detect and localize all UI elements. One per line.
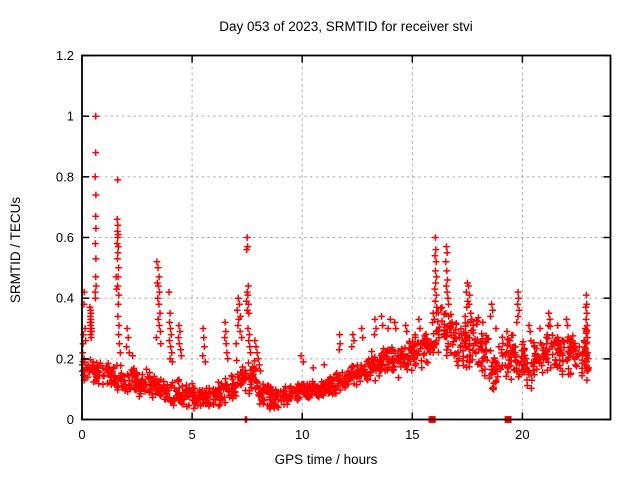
axes-and-ticks: 0 5 10 15 20 0 0.2 0.4 0.6 0.8 1 1.2 [56, 48, 612, 442]
y-tick-label: 0 [67, 412, 74, 427]
axis-labels: Day 053 of 2023, SRMTID for receiver stv… [8, 19, 473, 467]
y-tick-label: 1.2 [56, 48, 74, 63]
y-tick-label: 0.6 [56, 230, 74, 245]
x-tick-label: 15 [405, 427, 419, 442]
y-tick-label: 0.2 [56, 351, 74, 366]
y-axis-label: SRMTID / TECUs [8, 197, 23, 304]
y-tick-label: 0.8 [56, 169, 74, 184]
chart-title: Day 053 of 2023, SRMTID for receiver stv… [219, 19, 473, 34]
scatter-points [78, 112, 592, 423]
data-point-markers [78, 112, 592, 423]
y-tick-label: 1 [67, 109, 74, 124]
x-tick-label: 10 [295, 427, 309, 442]
x-tick-label: 5 [188, 427, 195, 442]
y-tick-label: 0.4 [56, 291, 74, 306]
x-tick-label: 20 [515, 427, 529, 442]
x-tick-label: 0 [78, 427, 85, 442]
x-axis-label: GPS time / hours [275, 452, 378, 467]
